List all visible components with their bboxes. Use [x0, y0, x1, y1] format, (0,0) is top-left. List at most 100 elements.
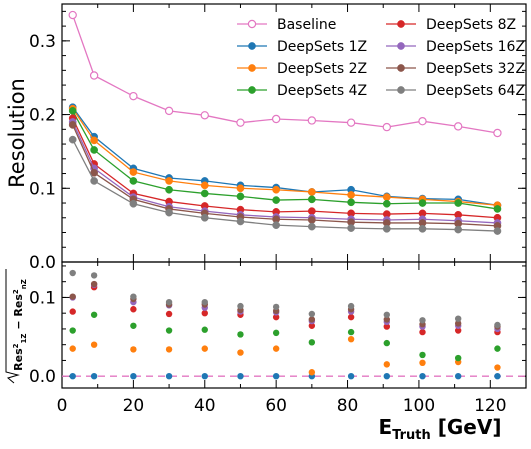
data-point [165, 310, 173, 318]
legend-entry: DeepSets 2Z [237, 61, 367, 77]
data-point [90, 280, 98, 288]
residual-axis-formula: Res21Z − Res2nZ [12, 279, 28, 371]
data-point [201, 326, 208, 333]
data-point [90, 311, 98, 318]
data-point [347, 313, 355, 321]
legend-entry: DeepSets 32Z [386, 61, 525, 77]
data-point [347, 191, 355, 199]
x-axis-title-text: ETruth [GeV] [379, 415, 502, 443]
legend-entry: DeepSets 8Z [386, 17, 516, 33]
y-tick-label: 0.2 [29, 106, 56, 126]
data-point [454, 199, 463, 207]
formula-part: − [12, 317, 25, 334]
data-point [272, 345, 280, 352]
series-baseline [68, 10, 502, 138]
legend-entry: DeepSets 64Z [386, 83, 525, 99]
residual-series-2 [69, 311, 501, 362]
data-point [272, 329, 280, 337]
data-point [454, 225, 463, 234]
data-point [271, 114, 281, 124]
data-point [419, 372, 426, 380]
data-point [308, 316, 316, 323]
resolution-panel: 0.0 0.1 0.2 0.3 Baseline DeepSets 1Z DeepSets … [29, 3, 527, 273]
data-point [90, 136, 98, 145]
data-point [383, 311, 390, 318]
data-point [90, 341, 98, 348]
data-point [237, 349, 244, 356]
data-point [347, 198, 355, 207]
legend-label: DeepSets 1Z [277, 39, 367, 55]
data-point [237, 372, 244, 380]
data-point [165, 185, 173, 194]
data-point [347, 302, 355, 310]
residual-series-1 [69, 335, 501, 376]
data-point [308, 339, 316, 346]
legend-marker [248, 64, 256, 72]
data-point [201, 345, 208, 352]
y-tick-label: 0.0 [29, 367, 56, 387]
data-point [307, 207, 316, 215]
data-point [419, 328, 426, 336]
data-point [347, 335, 355, 343]
data-point [454, 320, 462, 327]
data-point [382, 199, 391, 208]
data-point [165, 208, 173, 217]
legend-entry: Baseline [237, 17, 336, 33]
data-point [383, 323, 390, 330]
residual-series-5 [69, 280, 501, 330]
formula-part: 2 [12, 343, 20, 348]
data-point [346, 118, 356, 127]
formula-part: nZ [20, 279, 28, 289]
data-point [237, 302, 244, 310]
legend-marker [397, 20, 405, 28]
data-point [419, 351, 426, 359]
data-point [454, 327, 462, 334]
data-point [347, 372, 355, 380]
data-point [494, 345, 501, 352]
legend-label: DeepSets 4Z [277, 83, 367, 99]
legend-label: DeepSets 32Z [426, 61, 525, 77]
x-title-subscript: Truth [392, 428, 431, 443]
data-point [129, 91, 138, 101]
data-point [129, 168, 138, 176]
data-point [494, 372, 501, 380]
data-point [165, 327, 173, 334]
residual-panel: 0.0 0.1 0 20 40 60 80 100 120 [29, 261, 527, 416]
formula-part: Res [12, 294, 25, 317]
legend-marker [397, 42, 405, 50]
data-point [237, 331, 244, 338]
data-point [201, 309, 208, 317]
data-point [347, 328, 355, 336]
data-point [165, 346, 173, 353]
x-tick-label: 120 [474, 396, 506, 416]
data-point [383, 339, 390, 347]
data-point [69, 327, 76, 334]
y-tick-label: 0.1 [29, 179, 56, 199]
residual-series-0 [69, 372, 501, 380]
data-point [164, 106, 174, 116]
data-point [130, 346, 137, 353]
data-point [454, 315, 462, 322]
data-point [493, 205, 502, 213]
formula-part: 1Z [20, 334, 28, 344]
data-point [236, 118, 245, 127]
legend-marker [397, 86, 405, 94]
data-point [272, 185, 281, 194]
data-point [308, 322, 316, 329]
data-point [200, 213, 209, 222]
y-tick-label: 0.0 [29, 253, 56, 273]
legend-marker [248, 42, 256, 50]
formula-part: 2 [12, 289, 20, 294]
legend-label: DeepSets 8Z [426, 17, 516, 33]
data-point [383, 361, 390, 368]
data-point [272, 313, 280, 321]
data-point [454, 354, 462, 362]
data-point [130, 372, 137, 380]
data-point [419, 317, 426, 324]
data-point [130, 322, 137, 329]
data-point [201, 298, 208, 306]
data-point [69, 372, 76, 380]
data-point [307, 188, 316, 196]
